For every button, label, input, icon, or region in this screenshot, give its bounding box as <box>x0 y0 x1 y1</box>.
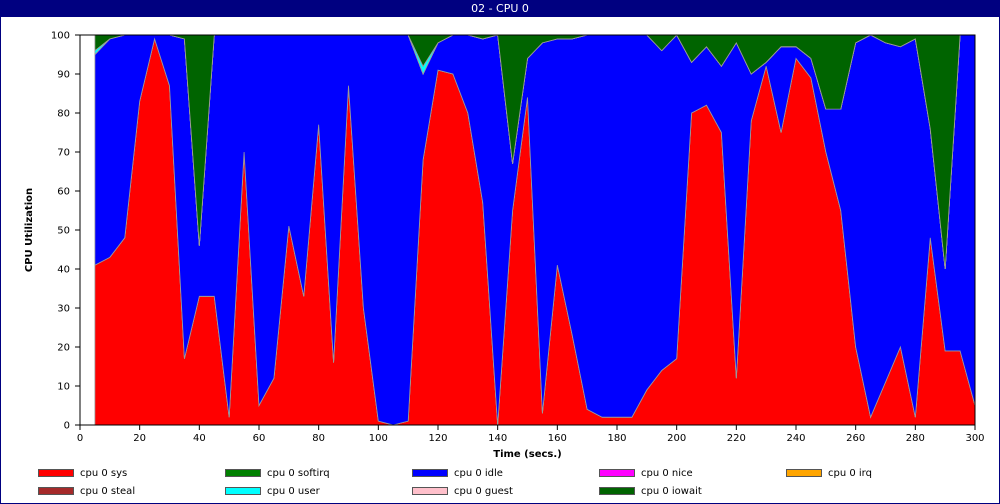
y-tick-label: 60 <box>57 187 70 198</box>
legend-label: cpu 0 steal <box>80 485 136 497</box>
x-tick-label: 180 <box>607 433 626 444</box>
legend-swatch <box>225 469 261 477</box>
legend-label: cpu 0 irq <box>828 467 872 479</box>
legend-label: cpu 0 softirq <box>267 467 330 479</box>
legend-label: cpu 0 idle <box>454 467 503 479</box>
x-tick-label: 300 <box>965 433 984 444</box>
y-tick-label: 40 <box>57 265 70 276</box>
legend-label: cpu 0 user <box>267 485 320 497</box>
chart-legend: cpu 0 sys cpu 0 softirq cpu 0 idle cpu 0 ni… <box>0 462 1000 502</box>
legend-item-cpu-0-iowait: cpu 0 iowait <box>599 484 702 498</box>
x-tick-label: 160 <box>548 433 567 444</box>
legend-swatch <box>786 469 822 477</box>
legend-item-cpu-0-softirq: cpu 0 softirq <box>225 466 330 480</box>
legend-item-cpu-0-user: cpu 0 user <box>225 484 320 498</box>
x-tick-label: 260 <box>846 433 865 444</box>
legend-item-cpu-0-idle: cpu 0 idle <box>412 466 503 480</box>
legend-item-cpu-0-nice: cpu 0 nice <box>599 466 693 480</box>
x-tick-label: 40 <box>193 433 206 444</box>
legend-swatch <box>412 487 448 495</box>
x-tick-label: 220 <box>727 433 746 444</box>
x-tick-label: 20 <box>133 433 146 444</box>
y-tick-label: 50 <box>57 226 70 237</box>
y-tick-label: 10 <box>57 382 70 393</box>
y-tick-label: 90 <box>57 70 70 81</box>
x-axis-title: Time (secs.) <box>493 449 562 460</box>
legend-label: cpu 0 sys <box>80 467 128 479</box>
legend-label: cpu 0 nice <box>641 467 693 479</box>
legend-swatch <box>225 487 261 495</box>
legend-swatch <box>599 487 635 495</box>
legend-item-cpu-0-irq: cpu 0 irq <box>786 466 872 480</box>
legend-swatch <box>38 487 74 495</box>
x-tick-label: 280 <box>906 433 925 444</box>
cpu-utilization-chart: 0 20 40 60 80 100 120 140 160 180 200 220 240 260 280 3… <box>24 31 985 461</box>
x-tick-label: 240 <box>786 433 805 444</box>
x-tick-label: 200 <box>667 433 686 444</box>
x-tick-label: 80 <box>312 433 325 444</box>
legend-item-cpu-0-sys: cpu 0 sys <box>38 466 127 480</box>
x-tick-label: 100 <box>369 433 388 444</box>
area-series-group <box>80 34 976 426</box>
y-tick-label: 80 <box>57 109 70 120</box>
legend-item-cpu-0-steal: cpu 0 steal <box>38 484 135 498</box>
y-tick-label: 0 <box>64 421 70 432</box>
y-tick-label: 100 <box>51 31 70 42</box>
axes-group: 0 20 40 60 80 100 120 140 160 180 200 220 240 260 280 3… <box>51 31 985 445</box>
x-tick-label: 140 <box>488 433 507 444</box>
legend-swatch <box>38 469 74 477</box>
legend-swatch <box>412 469 448 477</box>
x-tick-label: 60 <box>253 433 266 444</box>
x-tick-label: 0 <box>77 433 83 444</box>
legend-item-cpu-0-guest: cpu 0 guest <box>412 484 513 498</box>
y-axis-title: CPU Utilization <box>24 188 35 272</box>
y-tick-label: 30 <box>57 304 70 315</box>
x-tick-label: 120 <box>428 433 447 444</box>
legend-swatch <box>599 469 635 477</box>
window-title: 02 - CPU 0 <box>1 1 999 17</box>
legend-label: cpu 0 iowait <box>641 485 702 497</box>
y-tick-label: 20 <box>57 343 70 354</box>
y-tick-label: 70 <box>57 148 70 159</box>
legend-label: cpu 0 guest <box>454 485 513 497</box>
